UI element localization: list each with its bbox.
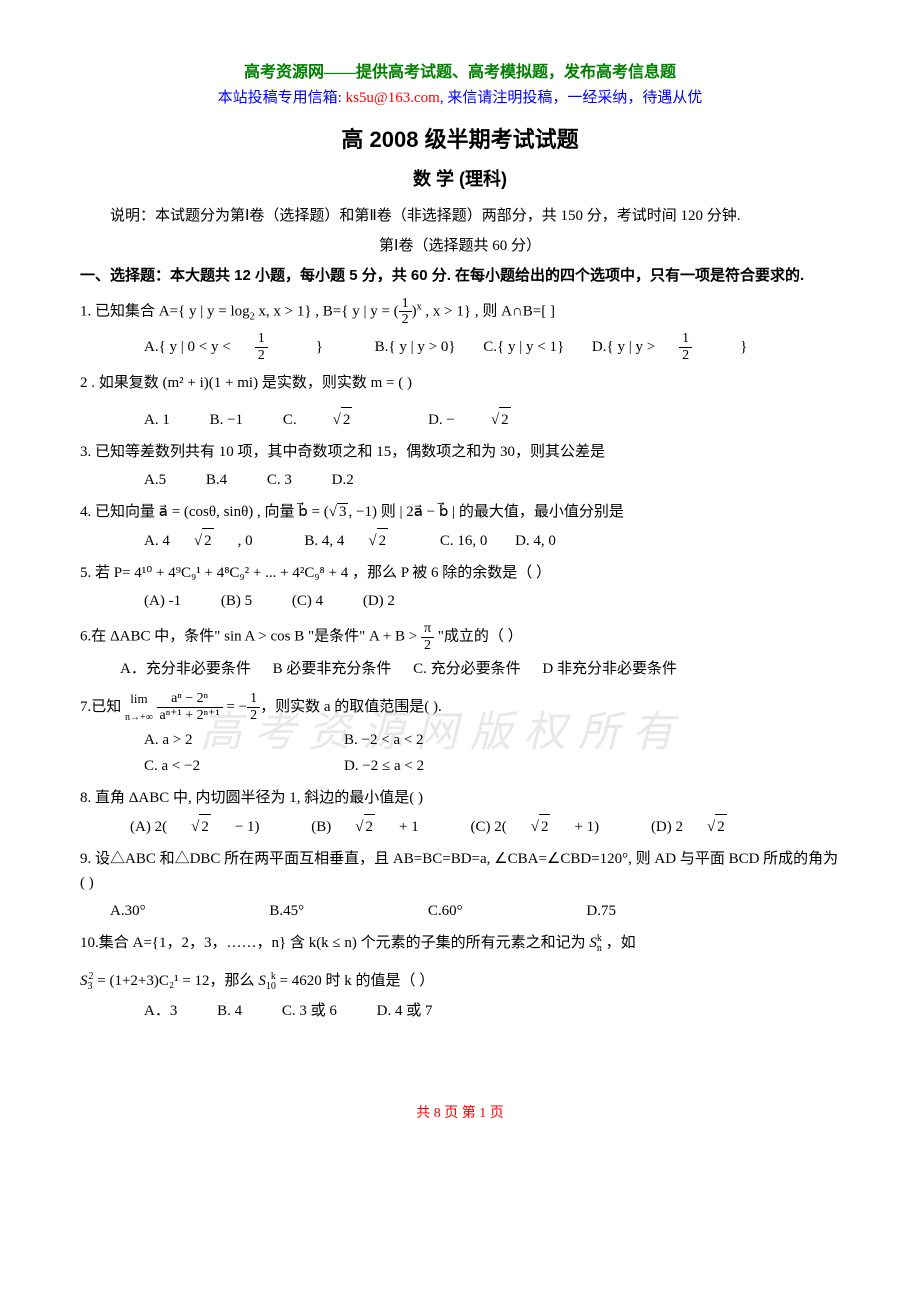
question-7: 7.已知 limn→+∞ aⁿ − 2ⁿaⁿ⁺¹ + 2ⁿ⁺¹ = −12，则实…	[80, 689, 840, 778]
question-1: 1. 已知集合 A={ y | y = log2 x, x > 1} , B={…	[80, 296, 840, 364]
question-9: 9. 设△ABC 和△DBC 所在两平面互相垂直，且 AB=BC=BD=a, ∠…	[80, 847, 840, 923]
q7-optD: D. −2 ≤ a < 2	[344, 758, 424, 774]
q6-optD: D 非充分非必要条件	[542, 657, 677, 681]
q1-stem-mid: x, x > 1} , B={ y | y = (	[255, 303, 399, 319]
q9-stem: 9. 设△ABC 和△DBC 所在两平面互相垂直，且 AB=BC=BD=a, ∠…	[80, 847, 840, 895]
q9-options: A.30° B.45° C.60° D.75	[80, 899, 840, 923]
q6-stem-post: "成立的（ ）	[434, 628, 523, 644]
header-line-2: 本站投稿专用信箱: ks5u@163.com, 来信请注明投稿，一经采纳，待遇从…	[80, 86, 840, 110]
q1-optA: A.{ y | 0 < y < 12 }	[144, 331, 347, 363]
q7-optC: C. a < −2	[144, 754, 344, 778]
q5-optA: (A) -1	[144, 589, 181, 613]
q2-optA: A. 1	[144, 408, 170, 432]
q3-optA: A.5	[144, 468, 166, 492]
q7-optB: B. −2 < a < 2	[344, 732, 424, 748]
question-2: 2 . 如果复数 (m² + i)(1 + mi) 是实数，则实数 m = ( …	[80, 371, 840, 432]
q5-optB: (B) 5	[221, 589, 252, 613]
q1-stem-pre: 1. 已知集合 A={ y | y = log	[80, 303, 250, 319]
q4-optB: B. 4, 4√2	[304, 528, 412, 553]
question-10: 10.集合 A={1，2，3，……，n} 含 k(k ≤ n) 个元素的子集的所…	[80, 931, 840, 1023]
title-main: 高 2008 级半期考试试题	[80, 122, 840, 157]
q4-options: A. 4√2, 0 B. 4, 4√2 C. 16, 0 D. 4, 0	[80, 528, 840, 553]
q1-optC: C.{ y | y < 1}	[483, 335, 564, 359]
q7-stem-post: ，则实数 a 的取值范围是( ).	[260, 699, 442, 715]
header-pre: 本站投稿专用信箱:	[218, 90, 346, 106]
document-page: 高考资源网版权所有 高考资源网——提供高考试题、高考模拟题，发布高考信息题 本站…	[80, 60, 840, 1125]
question-5: 5. 若 P= 4¹⁰ + 4⁹C₉¹ + 4⁸C₉² + ... + 4²C₉…	[80, 561, 840, 613]
q4-optC: C. 16, 0	[440, 529, 488, 553]
q3-optC: C. 3	[267, 468, 292, 492]
q10-options: A．3 B. 4 C. 3 或 6 D. 4 或 7	[80, 999, 840, 1023]
q1-optD: D.{ y | y > 12 }	[592, 331, 771, 363]
part-label: 第Ⅰ卷（选择题共 60 分）	[80, 234, 840, 258]
q4-optA: A. 4√2, 0	[144, 528, 277, 553]
q3-options: A.5 B.4 C. 3 D.2	[80, 468, 840, 492]
q4-stem-post: , −1) 则 | 2a⃗ − b⃗ | 的最大值，最小值分别是	[348, 504, 623, 520]
q5-optC: (C) 4	[292, 589, 323, 613]
q10-optD: D. 4 或 7	[377, 999, 433, 1023]
q1-options: A.{ y | 0 < y < 12 } B.{ y | y > 0} C.{ …	[80, 331, 840, 363]
q1-optB: B.{ y | y > 0}	[375, 335, 456, 359]
q6-optA: A．充分非必要条件	[120, 657, 251, 681]
q6-optB: B 必要非充分条件	[273, 657, 392, 681]
q8-optB: (B) √2 + 1	[311, 814, 442, 839]
q7-options: A. a > 2B. −2 < a < 2 C. a < −2D. −2 ≤ a…	[80, 728, 840, 778]
q8-optD: (D) 2√2	[651, 814, 751, 839]
q3-optD: D.2	[332, 468, 354, 492]
q6-options: A．充分非必要条件 B 必要非充分条件 C. 充分必要条件 D 非充分非必要条件	[80, 657, 840, 681]
q8-stem: 8. 直角 ΔABC 中, 内切圆半径为 1, 斜边的最小值是( )	[80, 786, 840, 810]
q9-optC: C.60°	[428, 899, 463, 923]
header-post: , 来信请注明投稿，一经采纳，待遇从优	[440, 90, 703, 106]
q10-optB: B. 4	[217, 999, 242, 1023]
header-email: ks5u@163.com	[346, 90, 440, 106]
q2-options: A. 1 B. −1 C. √2 D. −√2	[80, 407, 840, 432]
q5-optD: (D) 2	[363, 589, 395, 613]
q4-optD: D. 4, 0	[515, 529, 556, 553]
title-sub: 数 学 (理科)	[80, 165, 840, 194]
q2-optC: C. √2	[283, 407, 389, 432]
section-header: 一、选择题：本大题共 12 小题，每小题 5 分，共 60 分. 在每小题给出的…	[80, 264, 840, 288]
q2-stem: 2 . 如果复数 (m² + i)(1 + mi) 是实数，则实数 m = ( …	[80, 371, 840, 395]
question-6: 6.在 ΔABC 中，条件" sin A > cos B "是条件" A + B…	[80, 621, 840, 681]
page-footer: 共 8 页 第 1 页	[80, 1103, 840, 1125]
q10-line1: 10.集合 A={1，2，3，……，n} 含 k(k ≤ n) 个元素的子集的所…	[80, 931, 840, 957]
instructions: 说明：本试题分为第Ⅰ卷（选择题）和第Ⅱ卷（非选择题）两部分，共 150 分，考试…	[80, 204, 840, 228]
q5-options: (A) -1 (B) 5 (C) 4 (D) 2	[80, 589, 840, 613]
q6-stem-pre: 6.在 ΔABC 中，条件" sin A > cos B "是条件" A + B…	[80, 628, 421, 644]
q9-optA: A.30°	[110, 899, 146, 923]
q4-stem-pre: 4. 已知向量 a⃗ = (cosθ, sinθ) , 向量 b⃗ = (	[80, 504, 329, 520]
q3-stem: 3. 已知等差数列共有 10 项，其中奇数项之和 15，偶数项之和为 30，则其…	[80, 440, 840, 464]
q5-stem: 5. 若 P= 4¹⁰ + 4⁹C₉¹ + 4⁸C₉² + ... + 4²C₉…	[80, 561, 840, 585]
header-line-1: 高考资源网——提供高考试题、高考模拟题，发布高考信息题	[80, 60, 840, 86]
q2-optB: B. −1	[210, 408, 243, 432]
q10-optC: C. 3 或 6	[282, 999, 337, 1023]
q1-stem-post: , x > 1} , 则 A∩B=[ ]	[422, 303, 555, 319]
q9-optB: B.45°	[269, 899, 304, 923]
question-4: 4. 已知向量 a⃗ = (cosθ, sinθ) , 向量 b⃗ = (√3,…	[80, 500, 840, 553]
q3-optB: B.4	[206, 468, 227, 492]
q8-optA: (A) 2(√2 − 1)	[130, 814, 284, 839]
q7-stem-pre: 7.已知	[80, 699, 125, 715]
q8-options: (A) 2(√2 − 1) (B) √2 + 1 (C) 2(√2 + 1) (…	[80, 814, 840, 839]
q10-optA: A．3	[144, 999, 177, 1023]
q2-optD: D. −√2	[428, 407, 547, 432]
q8-optC: (C) 2(√2 + 1)	[470, 814, 623, 839]
q10-line2: S32 = (1+2+3)C₂¹ = 12，那么 S10k = 4620 时 k…	[80, 969, 840, 995]
question-3: 3. 已知等差数列共有 10 项，其中奇数项之和 15，偶数项之和为 30，则其…	[80, 440, 840, 492]
q7-optA: A. a > 2	[144, 728, 344, 752]
question-8: 8. 直角 ΔABC 中, 内切圆半径为 1, 斜边的最小值是( ) (A) 2…	[80, 786, 840, 839]
q9-optD: D.75	[586, 899, 616, 923]
q6-optC: C. 充分必要条件	[413, 657, 521, 681]
